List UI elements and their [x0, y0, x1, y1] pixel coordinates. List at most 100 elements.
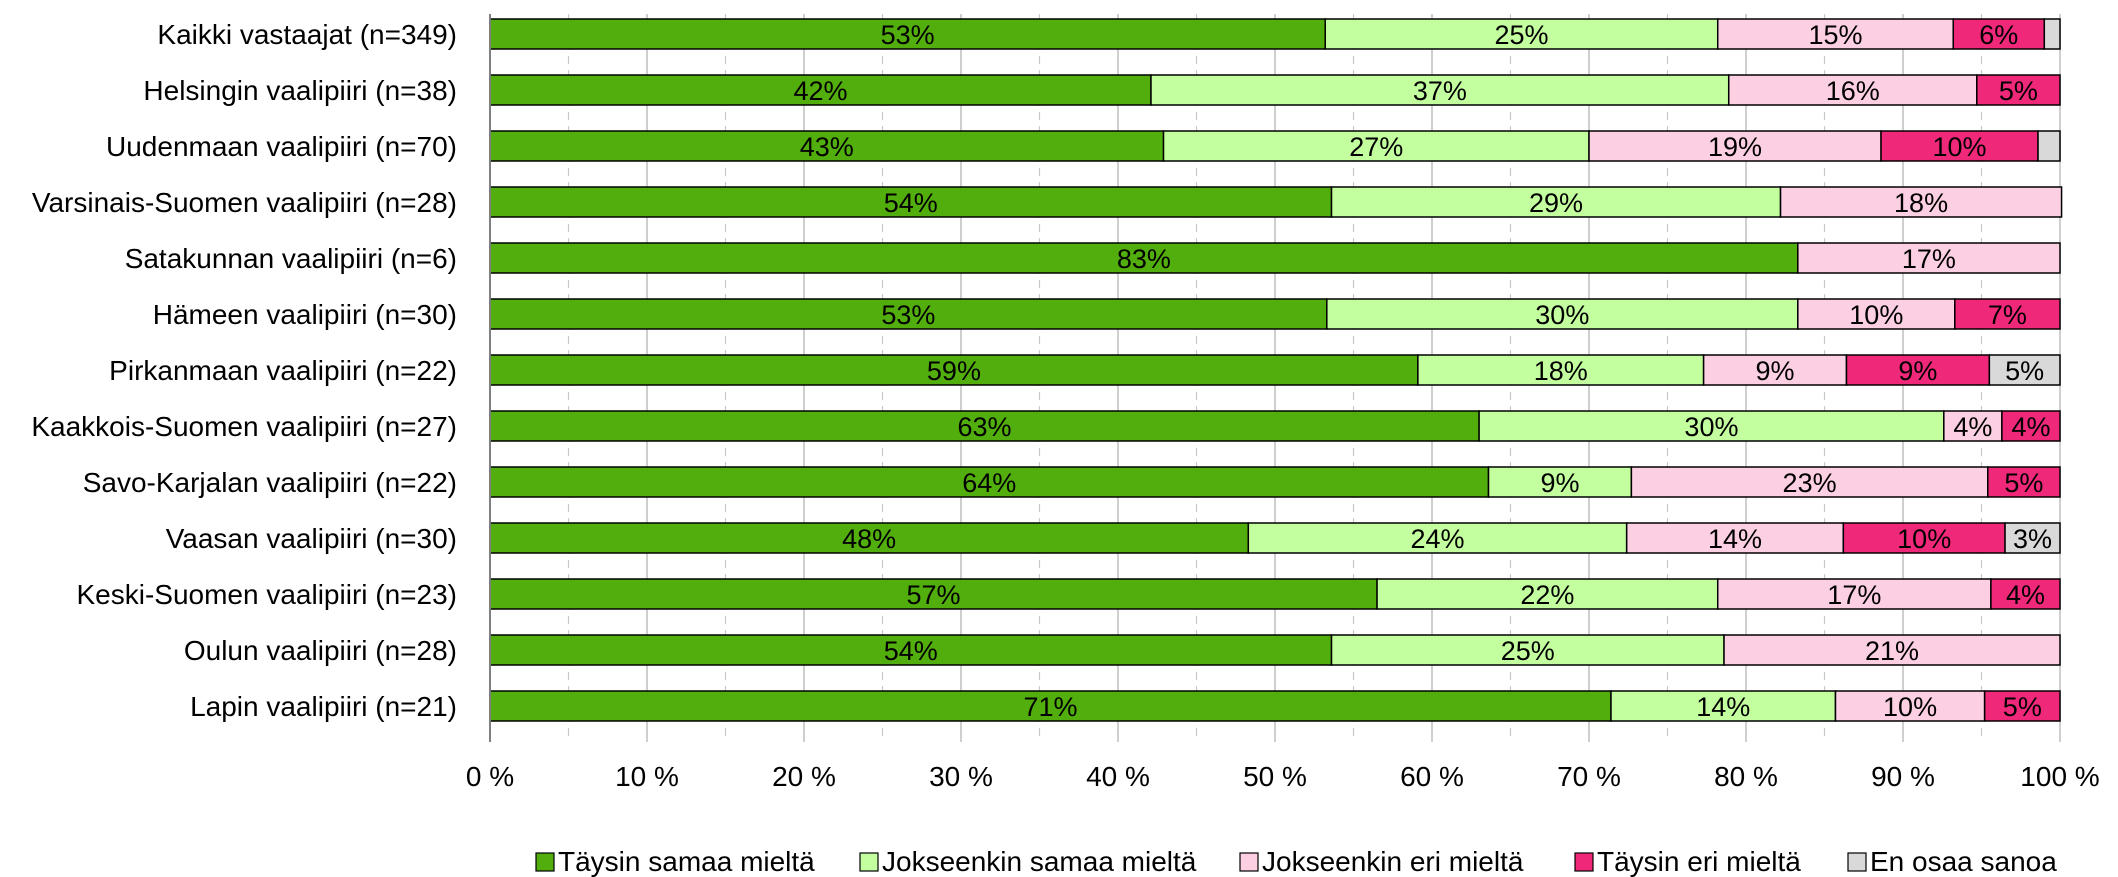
bar-row: 43% 27% 19% 10%	[489, 130, 2061, 162]
legend-swatch	[1239, 852, 1259, 872]
bar-row: 42% 37% 16% 5%	[489, 74, 2061, 106]
legend-item: Jokseenkin eri mieltä	[1239, 846, 1524, 877]
bar-row: 83% 17%	[489, 242, 2061, 274]
category-label: Kaakkois-Suomen vaalipiiri (n=27)	[31, 411, 457, 442]
data-label: 53%	[881, 20, 935, 50]
data-label: 53%	[881, 300, 935, 330]
category-label: Vaasan vaalipiiri (n=30)	[166, 523, 457, 554]
bar-row: 64% 9% 23% 5%	[489, 466, 2061, 498]
data-label: 16%	[1826, 76, 1880, 106]
bar-segment	[1954, 298, 2061, 330]
bar-segment	[489, 242, 1799, 274]
data-label: 25%	[1494, 20, 1548, 50]
bar-segment	[489, 186, 1333, 218]
data-label: 30%	[1535, 300, 1589, 330]
data-label: 4%	[1953, 412, 1992, 442]
bar-segment	[1990, 578, 2061, 610]
bar-row: 59% 18% 9% 9% 5%	[489, 354, 2061, 386]
category-label: Uudenmaan vaalipiiri (n=70)	[106, 131, 457, 162]
legend-label: Täysin eri mieltä	[1597, 846, 1801, 877]
legend-swatch	[535, 852, 555, 872]
bar-row: 54% 29% 18%	[489, 186, 2063, 218]
bar-segment	[1716, 578, 1992, 610]
data-label: 25%	[1501, 636, 1555, 666]
data-label: 22%	[1520, 580, 1574, 610]
data-label: 18%	[1534, 356, 1588, 386]
bar-segment	[1880, 130, 2039, 162]
bar-row: 63% 30% 4% 4%	[489, 410, 2061, 442]
bar-segment	[1727, 74, 1978, 106]
data-label: 7%	[1988, 300, 2027, 330]
data-label: 4%	[2011, 412, 2050, 442]
bar-segment	[1723, 634, 2061, 666]
data-label: 9%	[1756, 356, 1795, 386]
data-label: 59%	[927, 356, 981, 386]
data-label: 83%	[1117, 244, 1171, 274]
bar-segment	[1797, 242, 2061, 274]
category-label: Oulun vaalipiiri (n=28)	[184, 635, 457, 666]
legend-item: En osaa sanoa	[1847, 846, 2057, 877]
data-label: 54%	[884, 636, 938, 666]
bar-row: 71% 14% 10% 5%	[489, 690, 2061, 722]
bar-segment	[1779, 186, 2063, 218]
bar-segment	[489, 690, 1612, 722]
data-label: 24%	[1410, 524, 1464, 554]
data-label: 10%	[1932, 132, 1986, 162]
legend-item: Täysin samaa mieltä	[535, 846, 815, 877]
bar-segment	[1845, 354, 1991, 386]
data-label: 17%	[1827, 580, 1881, 610]
bar-segment	[1976, 74, 2061, 106]
category-label: Varsinais-Suomen vaalipiiri (n=28)	[32, 187, 457, 218]
data-label: 5%	[2005, 356, 2044, 386]
category-label: Savo-Karjalan vaalipiiri (n=22)	[83, 467, 457, 498]
x-tick-label: 60 %	[1400, 761, 1464, 792]
bar-segment	[2004, 522, 2061, 554]
data-label: 48%	[842, 524, 896, 554]
data-label: 42%	[793, 76, 847, 106]
legend-item: Täysin eri mieltä	[1574, 846, 1801, 877]
data-label: 5%	[2004, 468, 2043, 498]
x-tick-label: 0 %	[466, 761, 514, 792]
data-label: 9%	[1540, 468, 1579, 498]
data-label: 4%	[2006, 580, 2045, 610]
bar-segment	[1988, 354, 2061, 386]
data-label: 3%	[2013, 524, 2052, 554]
bar-segment	[1610, 690, 1837, 722]
data-label: 6%	[1979, 20, 2018, 50]
bar-segment	[1478, 410, 1945, 442]
bar-segment	[1943, 410, 2003, 442]
x-tick-label: 10 %	[615, 761, 679, 792]
data-label: 15%	[1808, 20, 1862, 50]
x-tick-label: 100 %	[2020, 761, 2099, 792]
bar-segment	[1588, 130, 1882, 162]
bar-segment	[1487, 466, 1633, 498]
data-label: 5%	[1999, 76, 2038, 106]
bar-segment	[1987, 466, 2061, 498]
data-label: 10%	[1883, 692, 1937, 722]
bar-segment	[1324, 18, 1719, 50]
bars: 53% 25% 15% 6% 42% 37% 16% 5% 43% 27% 19% 10% 54% 29%…	[489, 18, 2063, 722]
data-label: 10%	[1897, 524, 1951, 554]
bar-segment	[1330, 186, 1782, 218]
legend-swatch	[1847, 852, 1867, 872]
bar-segment	[1702, 354, 1848, 386]
data-label: 19%	[1708, 132, 1762, 162]
bar-segment	[2043, 18, 2061, 50]
bar-row: 48% 24% 14% 10% 3%	[489, 522, 2061, 554]
data-label: 27%	[1349, 132, 1403, 162]
x-tick-label: 90 %	[1871, 761, 1935, 792]
data-label: 63%	[958, 412, 1012, 442]
bar-segment	[1625, 522, 1845, 554]
data-label: 14%	[1708, 524, 1762, 554]
data-label: 21%	[1865, 636, 1919, 666]
bar-segment	[489, 522, 1250, 554]
bar-segment	[1330, 634, 1725, 666]
data-label: 18%	[1894, 188, 1948, 218]
x-tick-label: 70 %	[1557, 761, 1621, 792]
legend-item: Jokseenkin samaa mieltä	[859, 846, 1197, 877]
bar-segment	[2001, 410, 2061, 442]
legend-swatch	[1574, 852, 1594, 872]
data-label: 14%	[1696, 692, 1750, 722]
bar-segment	[1247, 522, 1628, 554]
